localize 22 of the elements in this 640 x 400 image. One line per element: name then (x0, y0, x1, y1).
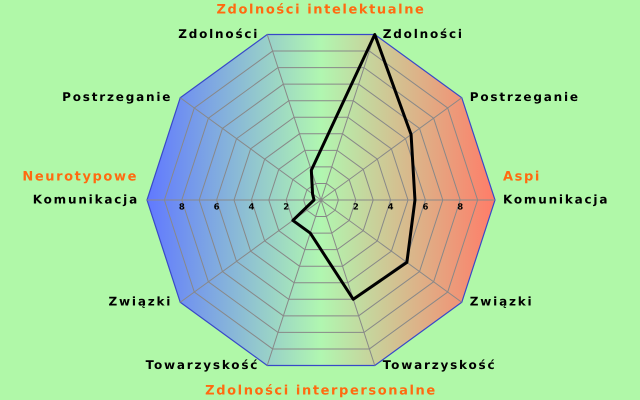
text: Neurotypowe (22, 170, 138, 185)
spoke-label: Komunikacja (503, 192, 610, 206)
spoke-label: Towarzyskość (382, 358, 496, 372)
text: Aspi (503, 170, 541, 185)
spoke-label: Postrzeganie (470, 90, 580, 104)
y-tick-label: 6 (214, 202, 220, 212)
y-tick-label: 2 (283, 202, 290, 212)
y-tick-label: 4 (248, 202, 254, 212)
spoke-label: Towarzyskość (146, 358, 260, 372)
spoke-label: Zdolności (178, 26, 260, 41)
y-tick-label: 8 (457, 202, 464, 212)
spoke-label: Postrzeganie (62, 90, 172, 104)
chart-title: Zdolności intelektualne (216, 2, 426, 18)
y-tick-label: 6 (422, 202, 428, 212)
spoke-label: Zdolności (382, 26, 464, 41)
y-tick-label: 4 (388, 202, 394, 212)
y-tick-label: 8 (178, 202, 185, 212)
spoke-label: Komunikacja (32, 192, 139, 206)
spoke-label: Związki (108, 294, 172, 309)
spoke-label: Związki (470, 294, 534, 309)
y-tick-label: 2 (352, 202, 359, 212)
text: Zdolności interpersonalne (205, 384, 437, 399)
